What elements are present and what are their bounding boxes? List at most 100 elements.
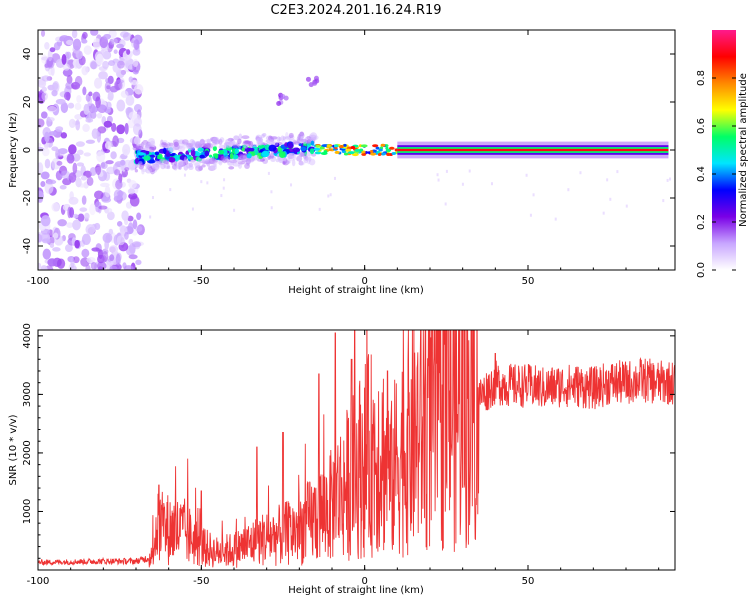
heatmap-cell [372, 144, 379, 148]
heatmap-cell [128, 111, 138, 120]
heatmap-cell [168, 142, 174, 147]
heatmap-cell [40, 180, 46, 188]
heatmap-cell [231, 154, 239, 160]
heatmap-cell [47, 105, 57, 113]
heatmap-cell [239, 155, 247, 160]
heatmap-cell [117, 60, 125, 69]
heatmap-cell [313, 147, 321, 151]
heatmap-cell [95, 163, 102, 176]
heatmap-cell [206, 181, 209, 185]
heatmap-cell [202, 144, 208, 149]
heatmap-cell [104, 141, 112, 150]
heatmap-cell [214, 153, 219, 159]
colorbar-tick-label: 0.0 [696, 262, 707, 278]
heatmap-cell [61, 54, 67, 65]
heatmap-cell [51, 202, 60, 212]
heatmap-cell [44, 131, 50, 143]
heatmap-cell [101, 255, 107, 263]
heatmap-cell [84, 212, 90, 220]
heatmap-cell [181, 139, 189, 145]
heatmap-cell [233, 135, 240, 141]
heatmap-cell [220, 194, 223, 198]
heatmap-cell [102, 60, 109, 70]
heatmap-cell [136, 212, 142, 221]
heatmap-cell [238, 133, 243, 141]
heatmap-cell [131, 241, 142, 248]
heatmap-cell [328, 148, 333, 152]
heatmap-cell [88, 91, 93, 97]
heatmap-cell [268, 144, 277, 152]
heatmap-cell [82, 31, 88, 39]
heatmap-cell [96, 151, 106, 163]
heatmap-cell [110, 151, 117, 160]
heatmap-cell [468, 169, 471, 173]
heatmap-cell [105, 101, 112, 110]
heatmap-cell [378, 152, 382, 156]
y-tick-label: 2000 [22, 440, 33, 465]
heatmap-cell [107, 91, 114, 101]
heatmap-cell [128, 254, 138, 260]
heatmap-cell [135, 259, 142, 265]
heatmap-cell [291, 159, 296, 167]
heatmap-cell [244, 140, 251, 145]
heatmap-cells [38, 30, 672, 270]
heatmap-cell [66, 75, 73, 84]
heatmap-cell [116, 43, 124, 49]
heatmap-cell [375, 146, 380, 150]
heatmap-cell [245, 157, 251, 165]
heatmap-cell [125, 95, 135, 106]
heatmap-cell [51, 146, 59, 152]
heatmap-cell [327, 194, 330, 198]
heatmap-cell [314, 151, 322, 155]
heatmap-cell [80, 175, 88, 181]
heatmap-cell [180, 144, 189, 149]
heatmap-cell [59, 35, 70, 42]
heatmap-cell [309, 133, 316, 138]
heatmap-cell [105, 160, 114, 165]
heatmap-cell [190, 149, 196, 157]
heatmap-cell [198, 166, 203, 171]
heatmap-cell [347, 151, 355, 155]
heatmap-cell [579, 171, 582, 175]
heatmap-cell [354, 148, 361, 152]
figure-title: C2E3.2024.201.16.24.R19 [270, 3, 441, 18]
heatmap-cell [287, 153, 296, 160]
heatmap-cell [436, 173, 439, 177]
heatmap-cell [133, 39, 140, 50]
heatmap-cell [60, 102, 69, 114]
heatmap-cell [241, 147, 245, 152]
heatmap-cell [217, 149, 225, 155]
heatmap-cell [345, 148, 352, 152]
heatmap-cell [85, 117, 94, 123]
heatmap-cell [246, 152, 252, 159]
heatmap-cell [90, 61, 97, 70]
heatmap-cell [75, 119, 81, 131]
heatmap-cell [298, 152, 305, 157]
heatmap-cell [76, 149, 84, 156]
heatmap-cell [91, 106, 99, 113]
x-tick-label: -100 [27, 276, 50, 287]
heatmap-cell [262, 133, 267, 137]
heatmap-cell [93, 77, 103, 89]
heatmap-cell [98, 205, 108, 210]
heatmap-cell [38, 233, 43, 243]
heatmap-cell [98, 71, 108, 80]
heatmap-cell [44, 158, 51, 169]
heatmap-cell [108, 60, 116, 67]
y-tick-label: 3000 [22, 382, 33, 407]
heatmap-cell [174, 154, 180, 162]
heatmap-cell [296, 155, 303, 162]
heatmap-cell [124, 122, 129, 135]
heatmap-cell [83, 45, 92, 55]
heatmap-cell [69, 191, 74, 201]
heatmap-cell [167, 145, 176, 153]
heatmap-cell [41, 86, 47, 92]
heatmap-cell [141, 168, 148, 172]
heatmap-cell [38, 142, 42, 148]
heatmap-cell [124, 231, 129, 240]
heatmap-cell [333, 144, 339, 148]
heatmap-cell [132, 219, 138, 230]
heatmap-cell [233, 208, 236, 212]
heatmap-cell [201, 164, 206, 168]
